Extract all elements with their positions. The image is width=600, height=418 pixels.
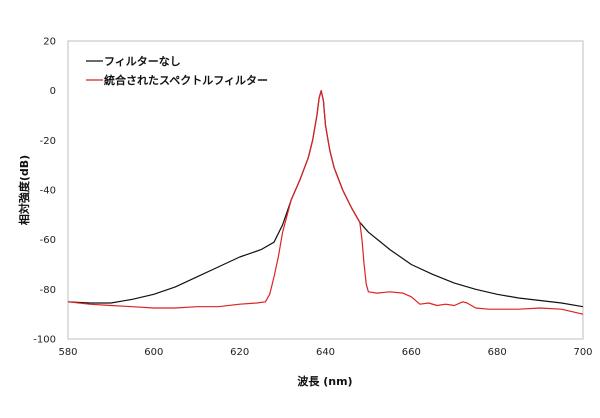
x-tick-label: 680: [488, 347, 507, 358]
y-tick-label: -20: [40, 136, 56, 147]
x-tick-label: 640: [316, 347, 335, 358]
y-tick-label: 20: [43, 37, 56, 48]
y-tick-label: -100: [33, 335, 56, 346]
x-tick-label: 660: [402, 347, 421, 358]
y-axis-ticks: 20 0 -20 -40 -60 -80 -100: [33, 37, 56, 346]
x-tick-label: 600: [144, 347, 163, 358]
series-line-1: [67, 90, 584, 315]
legend: フィルターなし 統合されたスペクトルフィルター: [86, 55, 268, 87]
legend-label-0: フィルターなし: [104, 55, 181, 68]
x-tick-label: 580: [58, 347, 77, 358]
y-tick-label: -80: [40, 285, 56, 296]
x-axis-title: 波長 (nm): [297, 374, 352, 388]
y-tick-label: 0: [50, 86, 56, 97]
x-axis-ticks: 580 600 620 640 660 680 700: [58, 347, 592, 358]
y-axis-title: 相対強度(dB): [17, 155, 31, 225]
legend-label-1: 統合されたスペクトルフィルター: [104, 73, 268, 87]
y-tick-label: -60: [40, 235, 56, 246]
series-layer: [67, 90, 584, 315]
plot-area: [67, 40, 584, 340]
y-tick-label: -40: [40, 186, 56, 197]
x-tick-label: 620: [230, 347, 249, 358]
x-tick-label: 700: [573, 347, 592, 358]
